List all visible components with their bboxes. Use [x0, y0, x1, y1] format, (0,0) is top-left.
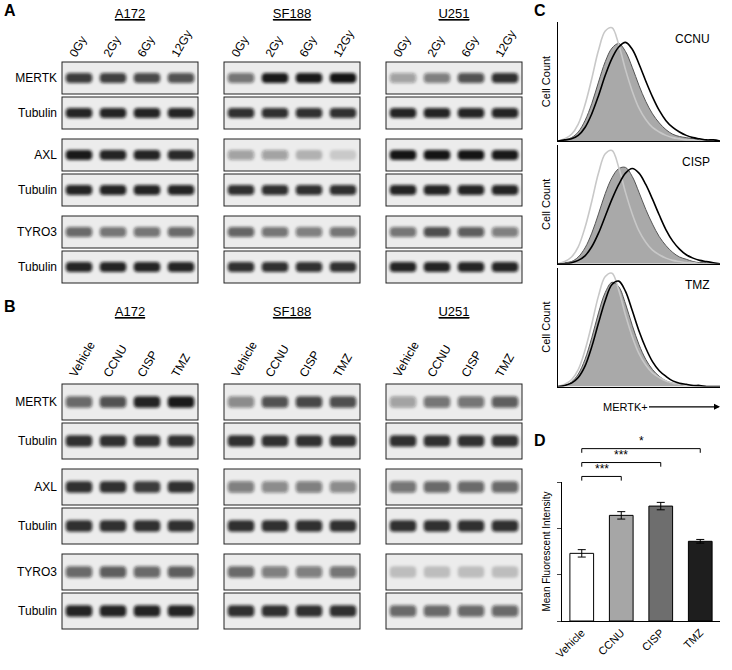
svg-text:CCNU: CCNU: [262, 342, 291, 379]
svg-text:MERTK: MERTK: [15, 71, 57, 85]
svg-text:0Gy: 0Gy: [390, 33, 413, 59]
svg-text:CISP: CISP: [682, 155, 710, 169]
svg-text:Cell Count: Cell Count: [540, 56, 552, 107]
svg-text:TMZ: TMZ: [492, 351, 516, 379]
svg-text:TMZ: TMZ: [685, 278, 710, 292]
svg-text:Tubulin: Tubulin: [18, 434, 57, 448]
svg-text:6Gy: 6Gy: [458, 33, 481, 59]
html-text:A: A: [4, 2, 16, 19]
svg-text:CISP: CISP: [134, 348, 160, 379]
svg-text:CISP: CISP: [458, 348, 484, 379]
svg-text:Mean Fluorescent Intensity: Mean Fluorescent Intensity: [541, 491, 552, 611]
svg-text:Tubulin: Tubulin: [18, 106, 57, 120]
svg-text:*: *: [639, 434, 644, 448]
svg-text:CISP: CISP: [296, 348, 322, 379]
svg-text:Cell Count: Cell Count: [540, 179, 552, 230]
svg-text:AXL: AXL: [34, 480, 57, 494]
svg-text:***: ***: [614, 448, 628, 462]
svg-text:12Gy: 12Gy: [168, 28, 194, 60]
svg-text:2Gy: 2Gy: [100, 33, 123, 59]
svg-text:12Gy: 12Gy: [330, 28, 356, 60]
svg-text:TYRO3: TYRO3: [17, 225, 57, 239]
svg-text:Tubulin: Tubulin: [18, 183, 57, 197]
svg-text:0Gy: 0Gy: [228, 33, 251, 59]
svg-text:MERTK+: MERTK+: [603, 401, 648, 413]
html-text:C: C: [534, 2, 546, 19]
svg-text:6Gy: 6Gy: [134, 33, 157, 59]
svg-text:CCNU: CCNU: [675, 32, 710, 46]
svg-text:TMZ: TMZ: [330, 351, 354, 379]
svg-text:U251: U251: [438, 304, 469, 319]
svg-text:6Gy: 6Gy: [296, 33, 319, 59]
svg-text:12Gy: 12Gy: [492, 28, 518, 60]
svg-text:TMZ: TMZ: [681, 626, 706, 651]
html-text:D: D: [534, 432, 546, 449]
svg-text:Tubulin: Tubulin: [18, 604, 57, 618]
svg-text:MERTK: MERTK: [15, 395, 57, 409]
svg-text:Vehicle: Vehicle: [66, 339, 98, 380]
svg-text:A172: A172: [115, 304, 145, 319]
svg-text:Tubulin: Tubulin: [18, 519, 57, 533]
svg-text:SF188: SF188: [273, 6, 311, 21]
svg-text:2Gy: 2Gy: [424, 33, 447, 59]
svg-text:Vehicle: Vehicle: [228, 339, 260, 380]
svg-text:2Gy: 2Gy: [262, 33, 285, 59]
svg-text:TMZ: TMZ: [168, 351, 192, 379]
svg-text:Vehicle: Vehicle: [390, 339, 422, 380]
svg-text:U251: U251: [438, 6, 469, 21]
svg-text:***: ***: [595, 462, 609, 476]
svg-text:Cell Count: Cell Count: [540, 301, 552, 352]
svg-text:TYRO3: TYRO3: [17, 565, 57, 579]
svg-text:0Gy: 0Gy: [66, 33, 89, 59]
svg-text:CCNU: CCNU: [100, 342, 129, 379]
svg-text:CCNU: CCNU: [596, 626, 627, 657]
html-text:B: B: [4, 298, 16, 315]
svg-text:AXL: AXL: [34, 148, 57, 162]
svg-text:CISP: CISP: [639, 627, 666, 654]
svg-text:Vehicle: Vehicle: [553, 627, 587, 661]
svg-text:CCNU: CCNU: [424, 342, 453, 379]
svg-text:SF188: SF188: [273, 304, 311, 319]
svg-text:Tubulin: Tubulin: [18, 260, 57, 274]
svg-text:A172: A172: [115, 6, 145, 21]
